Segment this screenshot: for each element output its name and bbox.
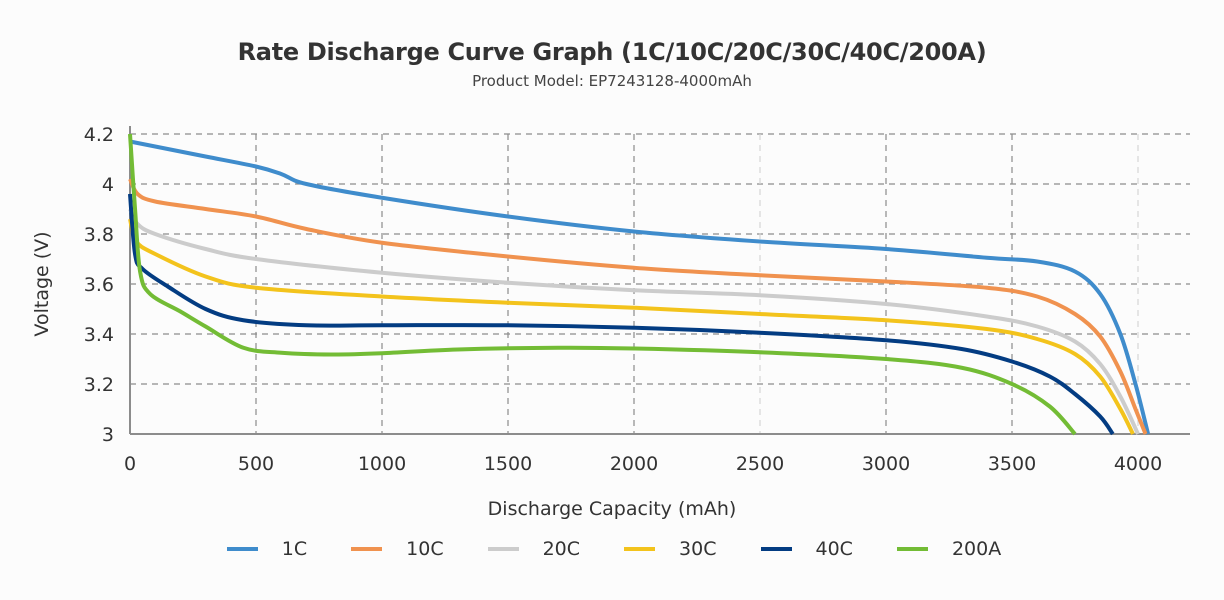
- series-line-20c: [128, 208, 1140, 435]
- legend-item-1c: 1C: [226, 538, 308, 560]
- y-tick-label: 3.4: [84, 324, 114, 346]
- chart-title: Rate Discharge Curve Graph (1C/10C/20C/3…: [237, 38, 987, 66]
- series-line-1c: [129, 139, 1151, 435]
- legend-swatch: [351, 547, 383, 551]
- legend-item-40c: 40C: [760, 538, 853, 560]
- legend-label: 40C: [815, 538, 853, 560]
- y-tick-label: 3.8: [84, 224, 114, 246]
- y-tick-label: 4: [102, 174, 114, 196]
- y-tick-label: 3: [102, 424, 114, 446]
- legend-label: 10C: [406, 538, 444, 560]
- legend-label: 20C: [542, 538, 581, 560]
- chart-subtitle: Product Model: EP7243128-4000mAh: [472, 72, 752, 90]
- legend-swatch: [226, 547, 258, 551]
- x-tick-label: 3500: [988, 453, 1036, 475]
- legend-item-30c: 30C: [624, 538, 717, 560]
- x-tick-label: 2000: [610, 453, 658, 475]
- legend: 1C 10C 20C 30C 40C 200A: [0, 538, 1224, 560]
- legend-swatch: [487, 547, 519, 551]
- y-tick-label: 3.2: [84, 374, 114, 396]
- legend-swatch: [624, 547, 656, 551]
- y-tick-label: 3.6: [84, 274, 114, 296]
- series-line-30c: [128, 218, 1135, 435]
- series-line-10c: [128, 178, 1148, 435]
- x-tick-label: 1000: [358, 453, 406, 475]
- legend-swatch: [760, 547, 792, 551]
- y-axis-label: Voltage (V): [31, 231, 53, 336]
- series-lines: [128, 133, 1151, 436]
- legend-label: 200A: [951, 538, 1002, 560]
- legend-label: 1C: [281, 538, 308, 560]
- x-tick-label: 2500: [736, 453, 784, 475]
- series-line-40c: [128, 193, 1115, 436]
- legend-swatch: [896, 547, 928, 551]
- y-tick-label: 4.2: [84, 124, 114, 146]
- x-tick-label: 0: [124, 453, 136, 475]
- series-line-200a: [128, 133, 1077, 436]
- x-axis-label: Discharge Capacity (mAh): [488, 498, 737, 520]
- axes: [129, 126, 1190, 435]
- x-tick-label: 500: [238, 453, 274, 475]
- legend-item-10c: 10C: [351, 538, 444, 560]
- x-tick-label: 4000: [1114, 453, 1162, 475]
- legend-label: 30C: [679, 538, 717, 560]
- x-tick-label: 3000: [862, 453, 910, 475]
- legend-item-200a: 200A: [896, 538, 1002, 560]
- tick-labels: 0 500 1000 1500 2000 2500 3000 3500 4000 3 3.2 3.4 3…: [84, 124, 1162, 475]
- x-tick-label: 1500: [484, 453, 532, 475]
- legend-item-20c: 20C: [487, 538, 581, 560]
